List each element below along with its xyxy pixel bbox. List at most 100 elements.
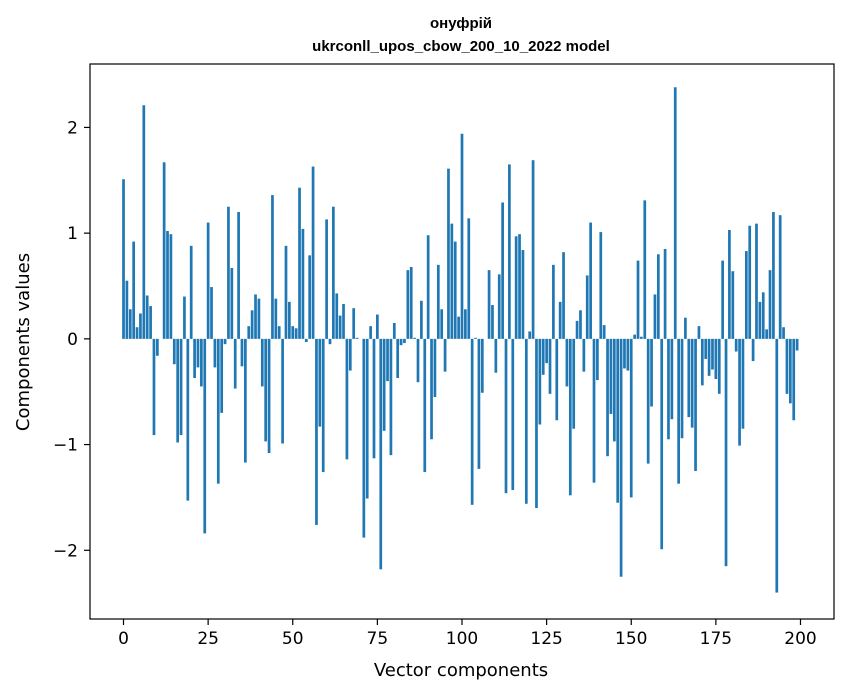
bar-199 xyxy=(795,338,799,351)
bar-196 xyxy=(785,338,789,394)
bar-60 xyxy=(325,219,328,339)
bar-101 xyxy=(464,309,467,339)
bar-36 xyxy=(244,338,247,463)
bar-117 xyxy=(518,234,521,339)
bar-145 xyxy=(612,338,616,442)
bar-121 xyxy=(531,160,535,339)
bar-139 xyxy=(592,338,596,483)
bar-32 xyxy=(230,268,234,339)
bar-52 xyxy=(298,187,301,339)
bar-53 xyxy=(301,228,305,339)
bar-10 xyxy=(156,338,159,356)
bar-19 xyxy=(186,338,190,501)
bar-50 xyxy=(291,326,295,339)
bar-184 xyxy=(744,251,748,339)
bar-191 xyxy=(768,270,772,339)
bar-186 xyxy=(751,338,755,362)
bar-130 xyxy=(562,252,565,339)
bar-171 xyxy=(700,338,704,386)
bar-109 xyxy=(491,305,494,339)
bar-30 xyxy=(223,338,227,345)
x-tick-label: 100 xyxy=(446,629,478,649)
bar-161 xyxy=(667,338,670,440)
bar-79 xyxy=(389,338,393,456)
bar-97 xyxy=(450,223,454,339)
bar-92 xyxy=(433,338,437,397)
x-tick-label: 75 xyxy=(367,629,389,649)
bar-166 xyxy=(684,317,687,339)
y-axis-ticks: −2 −1 0 1 2 xyxy=(53,118,90,561)
bar-78 xyxy=(386,338,389,382)
bar-18 xyxy=(183,296,186,339)
bar-7 xyxy=(145,295,149,339)
bar-159 xyxy=(660,338,664,550)
bar-193 xyxy=(775,338,779,593)
bar-51 xyxy=(294,328,298,339)
bar-49 xyxy=(288,301,291,339)
bar-76 xyxy=(379,338,383,570)
bar-22 xyxy=(196,338,200,368)
bar-59 xyxy=(321,338,325,473)
bar-87 xyxy=(416,338,420,383)
bar-141 xyxy=(599,232,603,339)
bar-148 xyxy=(623,338,626,369)
bar-110 xyxy=(494,338,498,373)
bar-80 xyxy=(392,323,396,339)
bar-26 xyxy=(210,287,213,339)
bar-198 xyxy=(792,338,796,421)
bar-23 xyxy=(200,338,203,387)
bar-66 xyxy=(345,338,349,460)
x-tick-label: 50 xyxy=(282,629,304,649)
bar-150 xyxy=(629,338,633,498)
bar-189 xyxy=(761,292,765,339)
bar-41 xyxy=(260,338,264,387)
bar-90 xyxy=(426,235,430,339)
bar-173 xyxy=(707,338,711,376)
bar-175 xyxy=(714,338,718,380)
bar-2 xyxy=(128,309,132,339)
bar-77 xyxy=(382,338,386,431)
bar-38 xyxy=(250,310,254,339)
bar-6 xyxy=(142,105,146,339)
bar-188 xyxy=(758,301,762,339)
bar-147 xyxy=(619,338,623,577)
bar-48 xyxy=(284,245,288,339)
bar-85 xyxy=(409,266,413,339)
bar-16 xyxy=(176,338,180,443)
bar-44 xyxy=(271,195,274,339)
bar-170 xyxy=(697,326,701,339)
bar-62 xyxy=(332,206,335,339)
bar-33 xyxy=(233,338,237,389)
bar-68 xyxy=(352,308,356,339)
bar-168 xyxy=(690,338,694,428)
bar-124 xyxy=(541,338,545,375)
bar-181 xyxy=(734,338,738,352)
bar-3 xyxy=(132,241,136,339)
bar-15 xyxy=(172,338,176,365)
bar-146 xyxy=(616,338,620,503)
bar-182 xyxy=(738,338,741,446)
bar-194 xyxy=(778,215,782,339)
bar-14 xyxy=(169,234,173,339)
bar-133 xyxy=(572,338,576,429)
bar-5 xyxy=(139,313,142,339)
bar-114 xyxy=(508,164,511,339)
bar-158 xyxy=(656,254,660,339)
bar-115 xyxy=(511,338,515,491)
bar-57 xyxy=(315,338,318,525)
x-tick-label: 200 xyxy=(784,629,816,649)
bar-88 xyxy=(420,300,423,339)
bar-75 xyxy=(376,314,379,339)
bar-165 xyxy=(680,338,684,439)
bar-74 xyxy=(372,338,376,459)
bar-190 xyxy=(765,329,768,339)
x-tick-label: 175 xyxy=(700,629,732,649)
bar-180 xyxy=(731,271,735,339)
bar-98 xyxy=(453,241,457,339)
plot-frame xyxy=(89,63,835,620)
bar-39 xyxy=(254,294,257,339)
x-tick-label: 0 xyxy=(118,629,129,649)
bar-1 xyxy=(125,280,129,339)
bar-9 xyxy=(152,338,156,436)
